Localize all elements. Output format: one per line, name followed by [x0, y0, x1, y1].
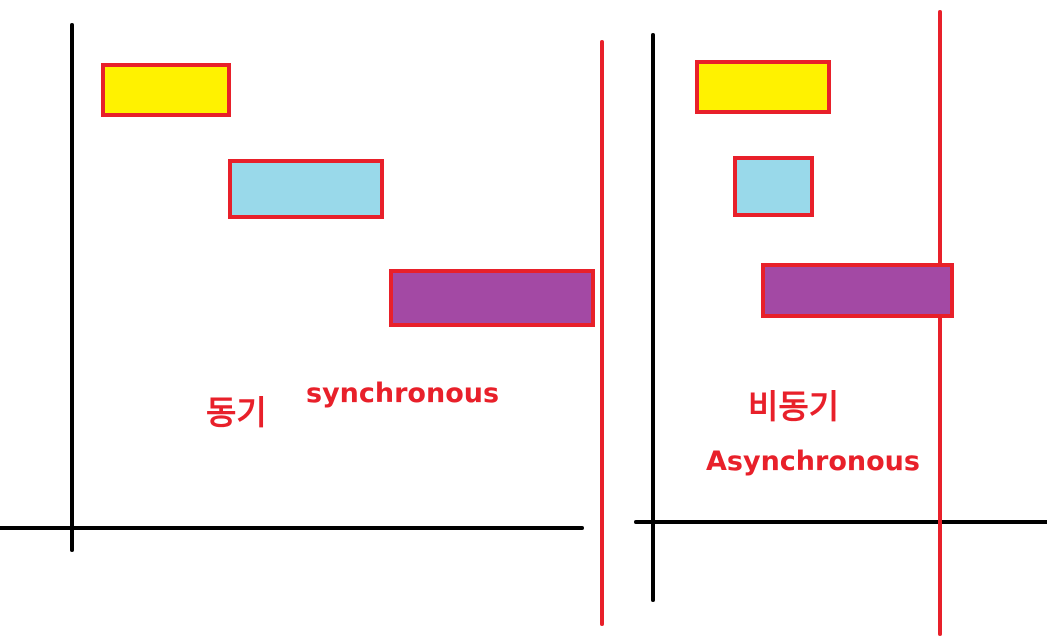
async-panel: 비동기 Asynchronous	[634, 10, 1047, 636]
sync-panel: 동기 synchronous	[0, 23, 604, 626]
sync-label-ko: 동기	[206, 393, 267, 432]
async-task-purple	[761, 263, 954, 318]
async-task-blue	[733, 156, 814, 217]
sync-task-blue	[228, 159, 384, 219]
async-label-ko: 비동기	[748, 387, 839, 426]
sync-task-purple	[389, 269, 595, 327]
async-label-en: Asynchronous	[706, 446, 920, 477]
sync-label-en: synchronous	[306, 378, 499, 409]
sync-task-yellow	[101, 63, 231, 117]
async-task-yellow	[695, 60, 831, 114]
